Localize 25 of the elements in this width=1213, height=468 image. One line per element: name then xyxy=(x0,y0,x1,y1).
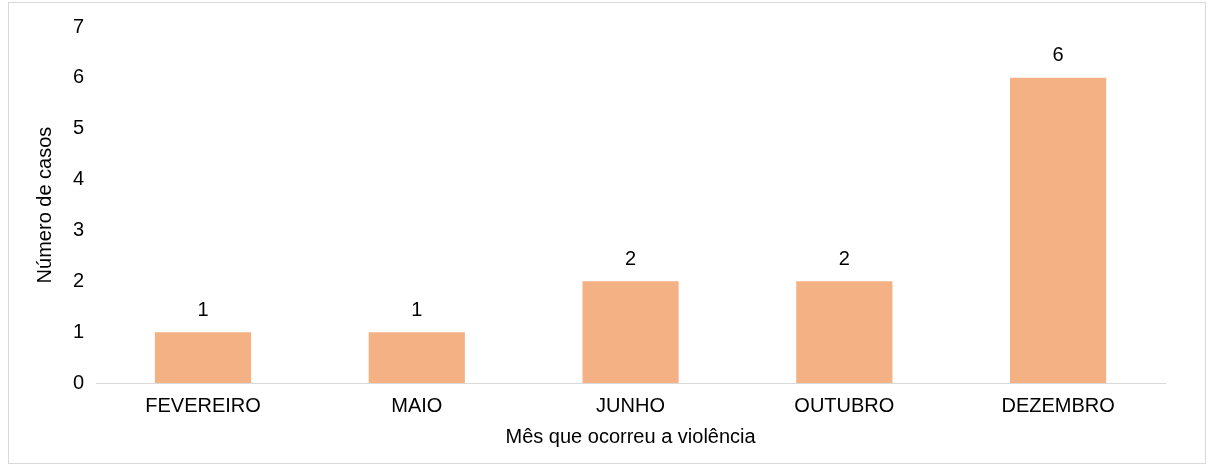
x-tick-label: MAIO xyxy=(391,393,443,416)
y-tick-label: 2 xyxy=(73,268,85,291)
bar xyxy=(796,281,893,383)
x-axis-title: Mês que ocorreu a violência xyxy=(505,424,757,447)
x-tick-label: JUNHO xyxy=(596,393,666,416)
bar xyxy=(582,281,679,383)
y-tick-label: 6 xyxy=(73,65,85,88)
y-tick-label: 4 xyxy=(73,167,85,190)
y-tick-label: 1 xyxy=(73,319,85,342)
y-axis-title: Número de casos xyxy=(32,126,55,284)
data-label: 2 xyxy=(838,246,850,269)
bar xyxy=(154,332,252,383)
y-tick-label: 0 xyxy=(73,370,85,393)
data-label: 1 xyxy=(411,297,423,320)
data-label: 2 xyxy=(625,246,637,269)
x-tick-label: OUTUBRO xyxy=(794,393,895,416)
bar xyxy=(1010,77,1107,383)
y-tick-label: 3 xyxy=(73,217,85,240)
y-tick-label: 7 xyxy=(73,14,85,37)
data-label: 6 xyxy=(1052,43,1064,66)
x-tick-label: FEVEREIRO xyxy=(145,393,261,416)
bar xyxy=(368,332,465,383)
y-tick-label: 5 xyxy=(73,116,85,139)
x-tick-label: DEZEMBRO xyxy=(1001,393,1115,416)
data-label: 1 xyxy=(197,297,209,320)
